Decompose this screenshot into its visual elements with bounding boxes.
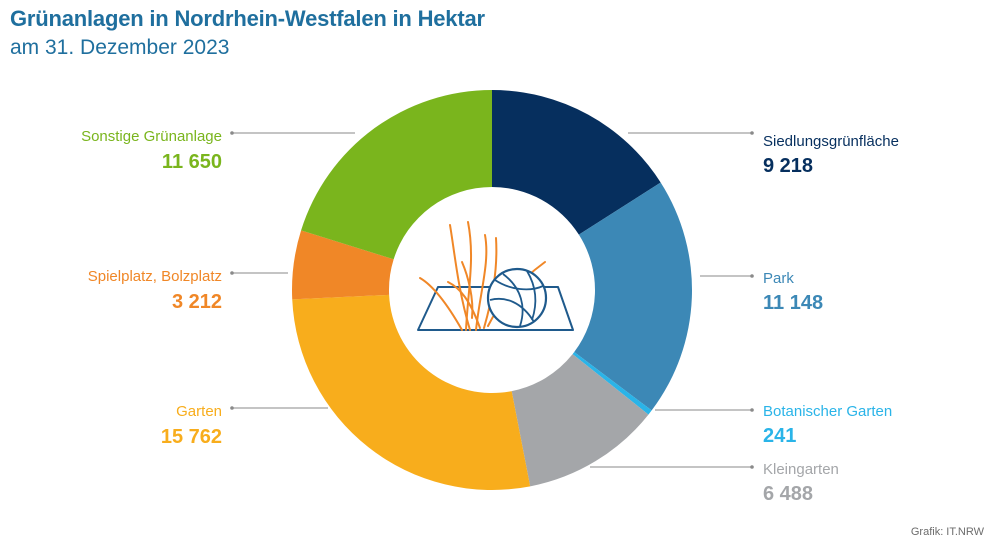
slice-garten bbox=[292, 294, 531, 490]
slice-sonstige-gruenanlage bbox=[301, 90, 492, 260]
chart-title: Grünanlagen in Nordrhein-Westfalen in He… bbox=[10, 6, 485, 31]
connector-dot-kleingarten bbox=[750, 465, 754, 469]
connector-dot-botanischer-garten bbox=[750, 408, 754, 412]
meadow-ball-icon bbox=[417, 221, 574, 331]
connector-dot-park bbox=[750, 274, 754, 278]
value-garten: 15 762 bbox=[161, 426, 222, 448]
connector-dot-garten bbox=[230, 406, 234, 410]
slice-botanischer-garten bbox=[572, 352, 652, 415]
value-botanischer-garten: 241 bbox=[763, 425, 796, 447]
connector-dot-spielplatz-bolzplatz bbox=[230, 271, 234, 275]
value-kleingarten: 6 488 bbox=[763, 483, 813, 505]
connector-dot-sonstige-gruenanlage bbox=[230, 131, 234, 135]
slice-kleingarten bbox=[511, 354, 649, 487]
slice-park bbox=[574, 182, 692, 411]
label-siedlungsgruenflaeche: Siedlungsgrünfläche bbox=[763, 133, 899, 150]
chart-subtitle: am 31. Dezember 2023 bbox=[10, 36, 230, 59]
value-siedlungsgruenflaeche: 9 218 bbox=[763, 155, 813, 177]
source-credit: Grafik: IT.NRW bbox=[910, 526, 984, 538]
value-spielplatz-bolzplatz: 3 212 bbox=[172, 291, 222, 313]
label-park: Park bbox=[763, 270, 794, 287]
label-botanischer-garten: Botanischer Garten bbox=[763, 403, 892, 420]
label-sonstige-gruenanlage: Sonstige Grünanlage bbox=[81, 128, 222, 145]
label-spielplatz-bolzplatz: Spielplatz, Bolzplatz bbox=[88, 268, 222, 285]
value-sonstige-gruenanlage: 11 650 bbox=[162, 151, 222, 173]
label-kleingarten: Kleingarten bbox=[763, 461, 839, 478]
value-park: 11 148 bbox=[763, 292, 823, 314]
label-garten: Garten bbox=[176, 403, 222, 420]
slice-siedlungsgruenflaeche bbox=[492, 90, 661, 235]
slice-spielplatz-bolzplatz bbox=[292, 230, 394, 300]
connector-dot-siedlungsgruenflaeche bbox=[750, 131, 754, 135]
